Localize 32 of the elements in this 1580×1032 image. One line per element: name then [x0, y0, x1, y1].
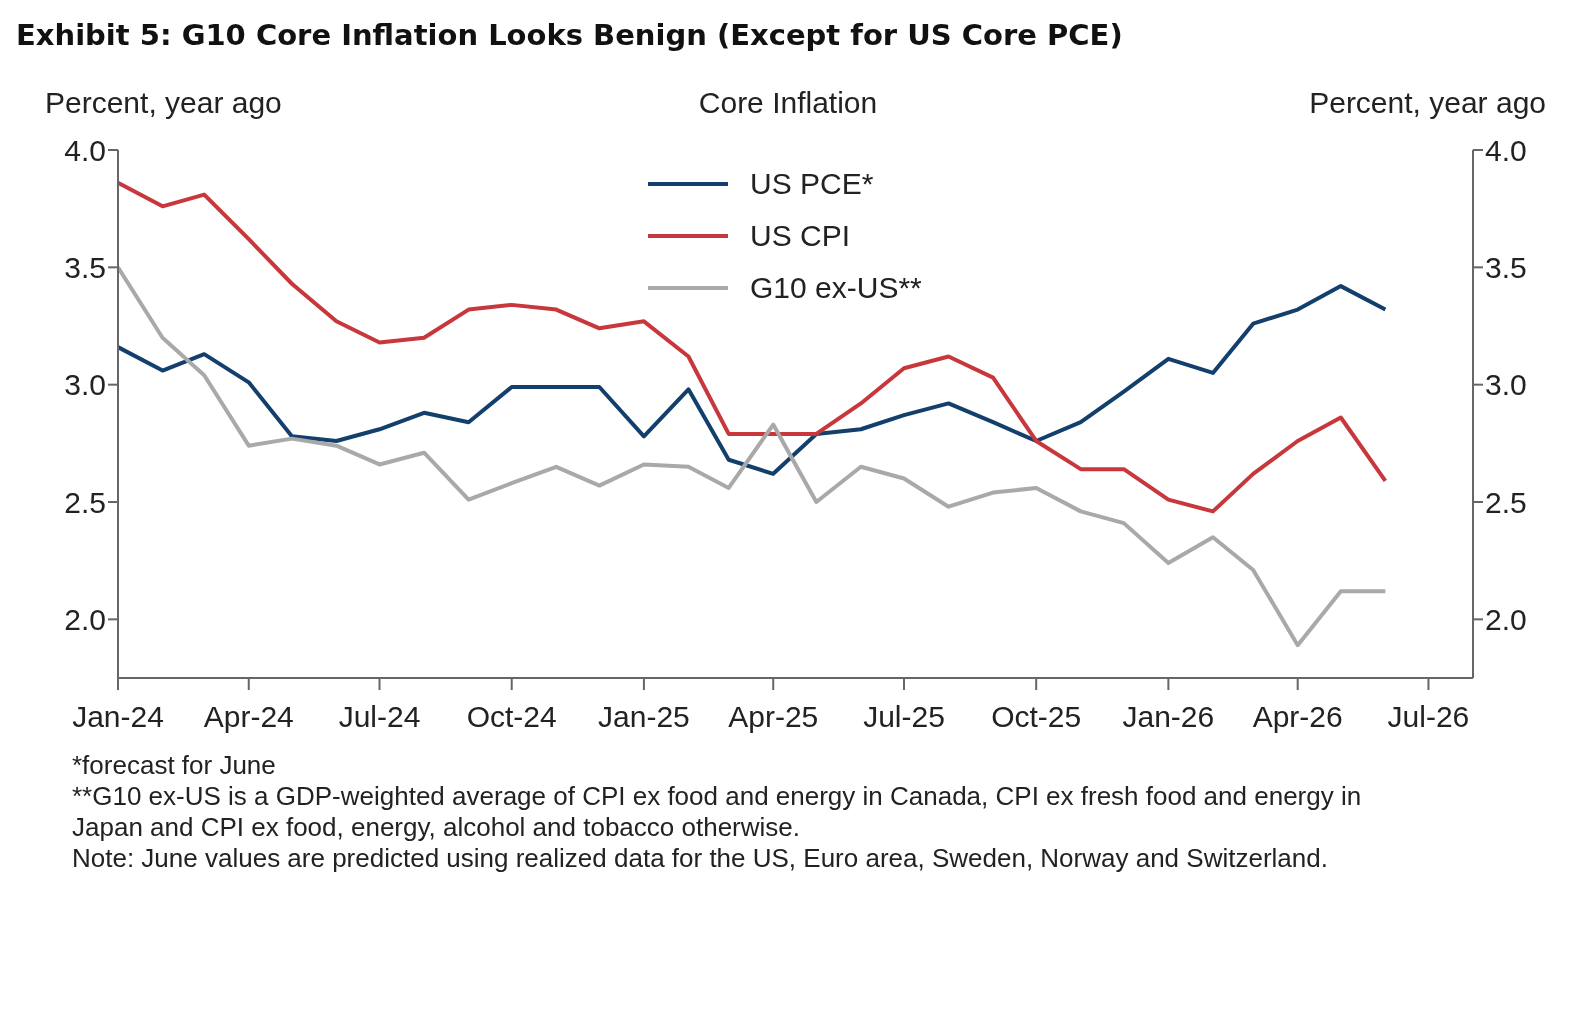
chart-subtitle: Core Inflation	[698, 86, 878, 119]
y-tick-label: 3.5	[64, 250, 106, 284]
x-tick-label: Apr-24	[203, 700, 294, 734]
y-tick-label: 2.0	[64, 602, 106, 636]
legend-label: US PCE*	[750, 167, 874, 201]
y2-tick-label: 3.5	[1485, 250, 1527, 284]
y-tick-label: 3.0	[64, 368, 106, 402]
x-tick-label: Oct-24	[466, 700, 557, 734]
y-axis-title: Percent, year ago	[45, 86, 282, 120]
x-tick-label: Apr-25	[728, 700, 819, 734]
x-tick-label: Jan-24	[72, 700, 164, 734]
text: **G10 ex-US is a GDP-weighted average of CPI ex food and energy in Canada, CPI ex fresh food and energy in Japan and CPI ex food, energy, alcohol and tobacco otherwise.	[72, 781, 1363, 843]
y-tick-label: 4.0	[64, 133, 106, 167]
x-tick-label: Jul-26	[1387, 700, 1470, 734]
x-tick-label: Apr-26	[1252, 700, 1343, 734]
chart-title: Exhibit 5: G10 Core Inflation Looks Benign (Except for US Core PCE)	[15, 17, 1124, 52]
x-tick-label: Jan-25	[598, 700, 690, 734]
y2-tick-label: 2.0	[1485, 602, 1527, 636]
x-tick-label: Jul-25	[863, 700, 945, 734]
y2-tick-label: 2.5	[1485, 485, 1527, 519]
y2-axis-title: Percent, year ago	[1309, 86, 1546, 120]
y2-tick-label: 3.0	[1485, 368, 1527, 402]
legend-label: G10 ex-US**	[750, 271, 922, 305]
text: Note: June values are predicted using realized data for the US, Euro area, Sweden, Norway and Switzerland.	[72, 843, 1329, 874]
y-tick-label: 2.5	[64, 485, 106, 519]
x-tick-label: Jan-26	[1122, 700, 1215, 734]
x-tick-label: Jul-24	[338, 700, 421, 734]
text: *forecast for June	[72, 750, 277, 781]
y2-tick-label: 4.0	[1485, 133, 1527, 167]
x-tick-label: Oct-25	[991, 700, 1082, 734]
legend-label: US CPI	[750, 219, 851, 253]
line-series	[118, 265, 1388, 648]
